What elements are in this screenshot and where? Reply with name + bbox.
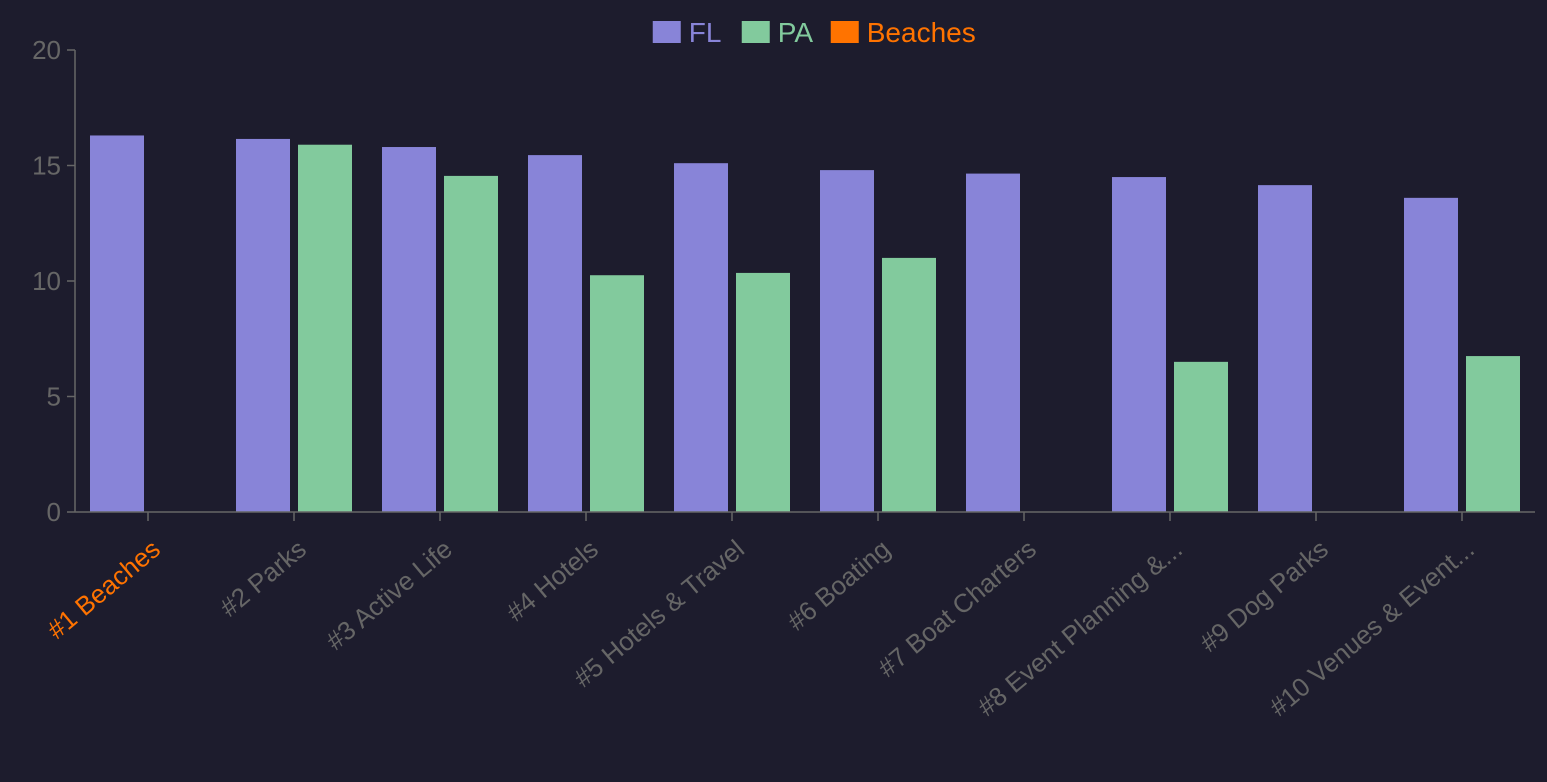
- legend-item-pa[interactable]: PA: [741, 17, 814, 48]
- x-tick-label[interactable]: #1 Beaches: [41, 534, 165, 645]
- y-tick-label: 0: [47, 497, 61, 527]
- bar-pa-5[interactable]: [736, 272, 790, 512]
- y-tick-label: 20: [32, 35, 61, 65]
- bar-pa-2[interactable]: [298, 144, 352, 512]
- bar-fl-8[interactable]: [1112, 177, 1166, 513]
- legend-swatch: [652, 21, 681, 43]
- bar-pa-10[interactable]: [1466, 356, 1520, 512]
- bar-fl-6[interactable]: [820, 170, 874, 512]
- x-tick-label[interactable]: #4 Hotels: [500, 534, 603, 628]
- bar-fl-3[interactable]: [382, 147, 436, 512]
- legend-swatch: [741, 21, 770, 43]
- legend: FL PA Beaches: [652, 17, 976, 48]
- bars: [90, 135, 1520, 513]
- bar-pa-6[interactable]: [882, 257, 936, 512]
- bar-fl-9[interactable]: [1258, 185, 1312, 512]
- bar-fl-1[interactable]: [90, 135, 144, 512]
- bar-fl-10[interactable]: [1404, 197, 1458, 512]
- legend-label: PA: [778, 17, 814, 48]
- y-tick-label: 5: [47, 382, 61, 412]
- legend-item-fl[interactable]: FL: [652, 17, 722, 48]
- legend-label: Beaches: [867, 17, 976, 48]
- y-axis: 0 5 10 15 20: [32, 35, 76, 527]
- y-tick-label: 15: [32, 151, 61, 181]
- legend-swatch: [830, 21, 859, 43]
- legend-item-beaches[interactable]: Beaches: [830, 17, 976, 48]
- x-tick-label[interactable]: #3 Active Life: [320, 534, 458, 656]
- y-tick-label: 10: [32, 266, 61, 296]
- bar-fl-5[interactable]: [674, 163, 728, 512]
- x-tick-label[interactable]: #6 Boating: [781, 534, 896, 637]
- bar-fl-4[interactable]: [528, 155, 582, 513]
- legend-label: FL: [689, 17, 722, 48]
- bar-pa-8[interactable]: [1174, 361, 1228, 512]
- bar-fl-7[interactable]: [966, 173, 1020, 512]
- bar-pa-4[interactable]: [590, 275, 644, 512]
- bar-pa-3[interactable]: [444, 175, 498, 512]
- x-tick-label[interactable]: #2 Parks: [214, 534, 312, 623]
- x-tick-label[interactable]: #9 Dog Parks: [1194, 534, 1334, 658]
- x-axis: #1 Beaches #2 Parks #3 Active Life #4 Hotel…: [41, 511, 1535, 722]
- bar-fl-2[interactable]: [236, 138, 290, 512]
